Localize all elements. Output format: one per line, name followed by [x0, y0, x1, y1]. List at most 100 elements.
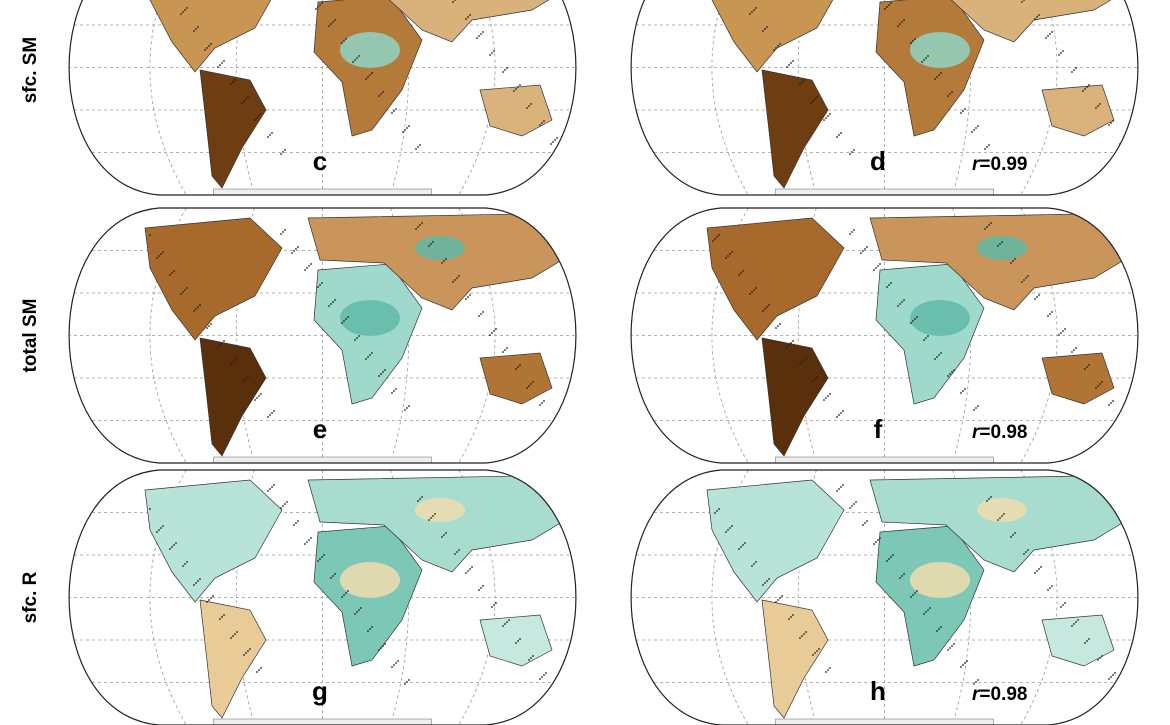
- landmass: [307, 474, 576, 573]
- stipple: [755, 287, 757, 289]
- stipple: [812, 100, 814, 102]
- landmass: [144, 217, 283, 341]
- stipple: [175, 542, 177, 544]
- stipple: [801, 635, 803, 637]
- stipple: [964, 662, 966, 664]
- stipple: [764, 308, 766, 310]
- stipple: [962, 664, 964, 666]
- stipple: [406, 681, 408, 683]
- anomaly-patch: [340, 32, 400, 68]
- stipple: [284, 229, 286, 231]
- stipple: [792, 614, 794, 616]
- stipple: [541, 676, 543, 678]
- stipple: [478, 315, 480, 317]
- stipple: [404, 129, 406, 131]
- stipple: [1108, 124, 1110, 126]
- stipple: [849, 233, 851, 235]
- stipple: [860, 252, 862, 254]
- stipple: [840, 132, 842, 134]
- stipple: [282, 231, 284, 233]
- stipple: [1075, 347, 1077, 349]
- stipple: [156, 257, 158, 259]
- stipple: [304, 543, 306, 545]
- stipple: [232, 635, 234, 637]
- stipple: [1110, 122, 1112, 124]
- correlation-label: r=0.99: [972, 154, 1027, 175]
- stipple: [160, 527, 162, 529]
- stipple: [391, 666, 393, 668]
- graticule: [235, 208, 255, 463]
- stipple: [441, 536, 443, 538]
- stipple: [482, 31, 484, 33]
- stipple: [221, 616, 223, 618]
- stipple: [541, 122, 543, 124]
- graticule: [952, 0, 972, 195]
- stipple: [775, 601, 777, 603]
- stipple: [208, 599, 210, 601]
- stipple: [973, 129, 975, 131]
- stipple: [249, 648, 251, 650]
- stipple: [247, 376, 249, 378]
- stipple: [1062, 50, 1064, 52]
- stipple: [284, 149, 286, 151]
- stipple: [552, 495, 554, 497]
- stipple: [1003, 513, 1005, 515]
- stipple: [317, 6, 319, 8]
- stipple: [395, 108, 397, 110]
- stipple: [753, 289, 755, 291]
- stipple: [801, 361, 803, 363]
- stipple: [984, 228, 986, 230]
- stipple: [716, 236, 718, 238]
- stipple: [452, 281, 454, 283]
- stipple: [884, 8, 886, 10]
- stipple: [875, 267, 877, 269]
- stipple: [816, 376, 818, 378]
- stipple: [515, 88, 517, 90]
- stipple: [267, 490, 269, 492]
- stipple: [936, 356, 938, 358]
- stipple: [940, 352, 942, 354]
- stipple: [899, 577, 901, 579]
- stipple: [528, 385, 530, 387]
- stipple: [432, 515, 434, 517]
- stipple: [234, 633, 236, 635]
- stipple: [949, 93, 951, 95]
- stipple: [502, 71, 504, 73]
- stipple: [938, 354, 940, 356]
- stipple: [925, 57, 927, 59]
- stipple: [343, 40, 345, 42]
- anomaly-patch: [910, 562, 970, 598]
- stipple: [873, 543, 875, 545]
- stipple: [1049, 33, 1051, 35]
- stipple: [790, 616, 792, 618]
- stipple: [927, 335, 929, 337]
- stipple: [184, 563, 186, 565]
- stipple: [315, 8, 317, 10]
- stipple: [1112, 674, 1114, 676]
- stipple: [219, 64, 221, 66]
- anomaly-patch: [340, 562, 400, 598]
- stipple: [1021, 281, 1023, 283]
- stipple: [293, 250, 295, 252]
- stipple: [149, 508, 151, 510]
- stipple: [197, 306, 199, 308]
- stipple: [1034, 18, 1036, 20]
- stipple: [384, 369, 386, 371]
- stipple: [489, 54, 491, 56]
- stipple: [282, 505, 284, 507]
- stipple: [923, 59, 925, 61]
- stipple: [330, 303, 332, 305]
- stipple: [1047, 35, 1049, 37]
- correlation-symbol: r: [972, 154, 981, 175]
- stipple: [923, 613, 925, 615]
- stipple: [245, 98, 247, 100]
- stipple: [888, 558, 890, 560]
- stipple: [369, 354, 371, 356]
- stipple: [180, 13, 182, 15]
- stipple: [934, 78, 936, 80]
- stipple: [803, 359, 805, 361]
- stipple: [960, 666, 962, 668]
- stipple: [729, 253, 731, 255]
- stipple: [332, 21, 334, 23]
- stipple: [247, 650, 249, 652]
